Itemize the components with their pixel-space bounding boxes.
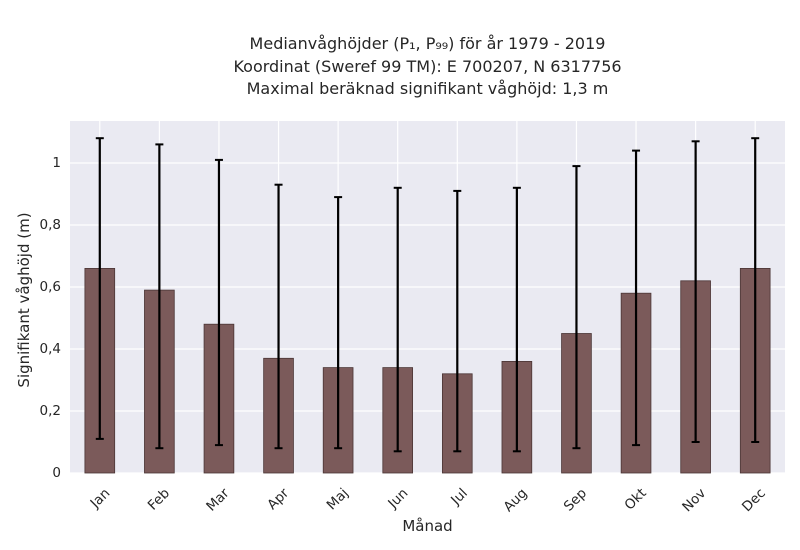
error-bar-maj xyxy=(334,196,343,450)
x-tick-label-maj: Maj xyxy=(324,485,352,513)
x-tick-label-aug: Aug xyxy=(501,485,531,515)
x-tick-label-dec: Dec xyxy=(739,485,769,515)
x-tick-label-nov: Nov xyxy=(679,485,709,515)
y-tick-label: 0,4 xyxy=(40,341,61,357)
error-bar-okt xyxy=(632,149,641,447)
y-tick-label: 0 xyxy=(52,465,61,481)
y-axis-label: Signifikant våghöjd (m) xyxy=(15,212,33,387)
y-tick-label: 0,8 xyxy=(40,217,61,233)
error-bar-feb xyxy=(155,143,164,450)
y-tick-label: 0,6 xyxy=(40,279,61,295)
x-tick-label-mar: Mar xyxy=(203,485,233,515)
y-tick-label: 0,2 xyxy=(40,403,61,419)
error-bar-nov xyxy=(691,140,700,443)
y-tick-label: 1 xyxy=(52,155,61,171)
x-tick-label-jun: Jun xyxy=(384,485,411,512)
error-bar-sep xyxy=(572,165,581,450)
y-tick-labels: 0 0,2 0,4 0,6 0,8 1 xyxy=(40,155,61,481)
error-bar-jul xyxy=(453,189,462,453)
error-bar-jan xyxy=(95,137,104,440)
x-tick-label-apr: Apr xyxy=(264,485,292,513)
chart-title-line-3: Maximal beräknad signifikant våghöjd: 1,… xyxy=(246,79,609,98)
chart-title: Medianvåghöjder (P₁, P₉₉) för år 1979 - … xyxy=(0,33,800,101)
error-bar-dec xyxy=(751,137,760,443)
error-bar-jun xyxy=(393,186,402,453)
error-bar-mar xyxy=(214,158,223,447)
x-tick-label-sep: Sep xyxy=(561,485,590,514)
chart-title-line-1: Medianvåghöjder (P₁, P₉₉) för år 1979 - … xyxy=(249,34,606,53)
error-bar-aug xyxy=(512,186,521,453)
x-axis-label: Månad xyxy=(402,517,452,535)
chart-title-line-2: Koordinat (Sweref 99 TM): E 700207, N 63… xyxy=(233,56,622,76)
error-bars xyxy=(95,137,760,453)
plot-area xyxy=(70,121,785,473)
x-tick-label-feb: Feb xyxy=(145,485,173,513)
x-tick-label-okt: Okt xyxy=(622,485,650,513)
x-tick-label-jan: Jan xyxy=(87,485,114,512)
x-tick-labels: Jan Feb Mar Apr Maj Jun Jul Aug Sep Okt Nov Dec xyxy=(87,485,769,515)
x-tick-label-jul: Jul xyxy=(447,485,471,509)
error-bar-apr xyxy=(274,183,283,450)
